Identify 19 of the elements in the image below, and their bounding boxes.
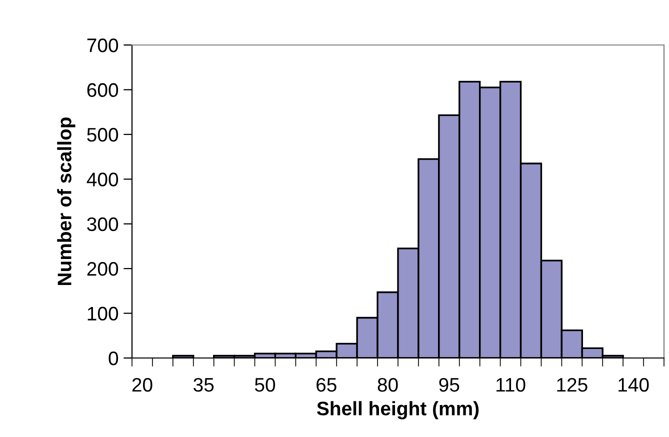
y-axis-title: Number of scallop (57, 117, 76, 286)
y-tick-label: 500 (87, 128, 118, 142)
y-tick-label: 100 (88, 306, 118, 321)
y-tick-label: 700 (87, 38, 118, 52)
y-tick-label: 400 (86, 172, 118, 186)
y-tick-label: 300 (87, 217, 118, 232)
y-tick-label: 200 (87, 262, 118, 276)
x-tick-label: 80 (378, 378, 398, 392)
x-tick-label: 125 (557, 378, 588, 392)
x-tick-label: 20 (132, 378, 152, 392)
y-tick-label: 600 (87, 83, 118, 97)
x-tick-label: 110 (496, 378, 526, 392)
x-tick-label: 140 (618, 378, 649, 392)
x-tick-label: 65 (316, 378, 336, 392)
x-axis-title: Shell height (mm) (317, 401, 479, 420)
y-tick-label: 0 (108, 351, 118, 366)
x-tick-label: 95 (439, 378, 460, 392)
x-tick-label: 50 (254, 378, 276, 392)
x-tick-label: 35 (194, 378, 214, 392)
